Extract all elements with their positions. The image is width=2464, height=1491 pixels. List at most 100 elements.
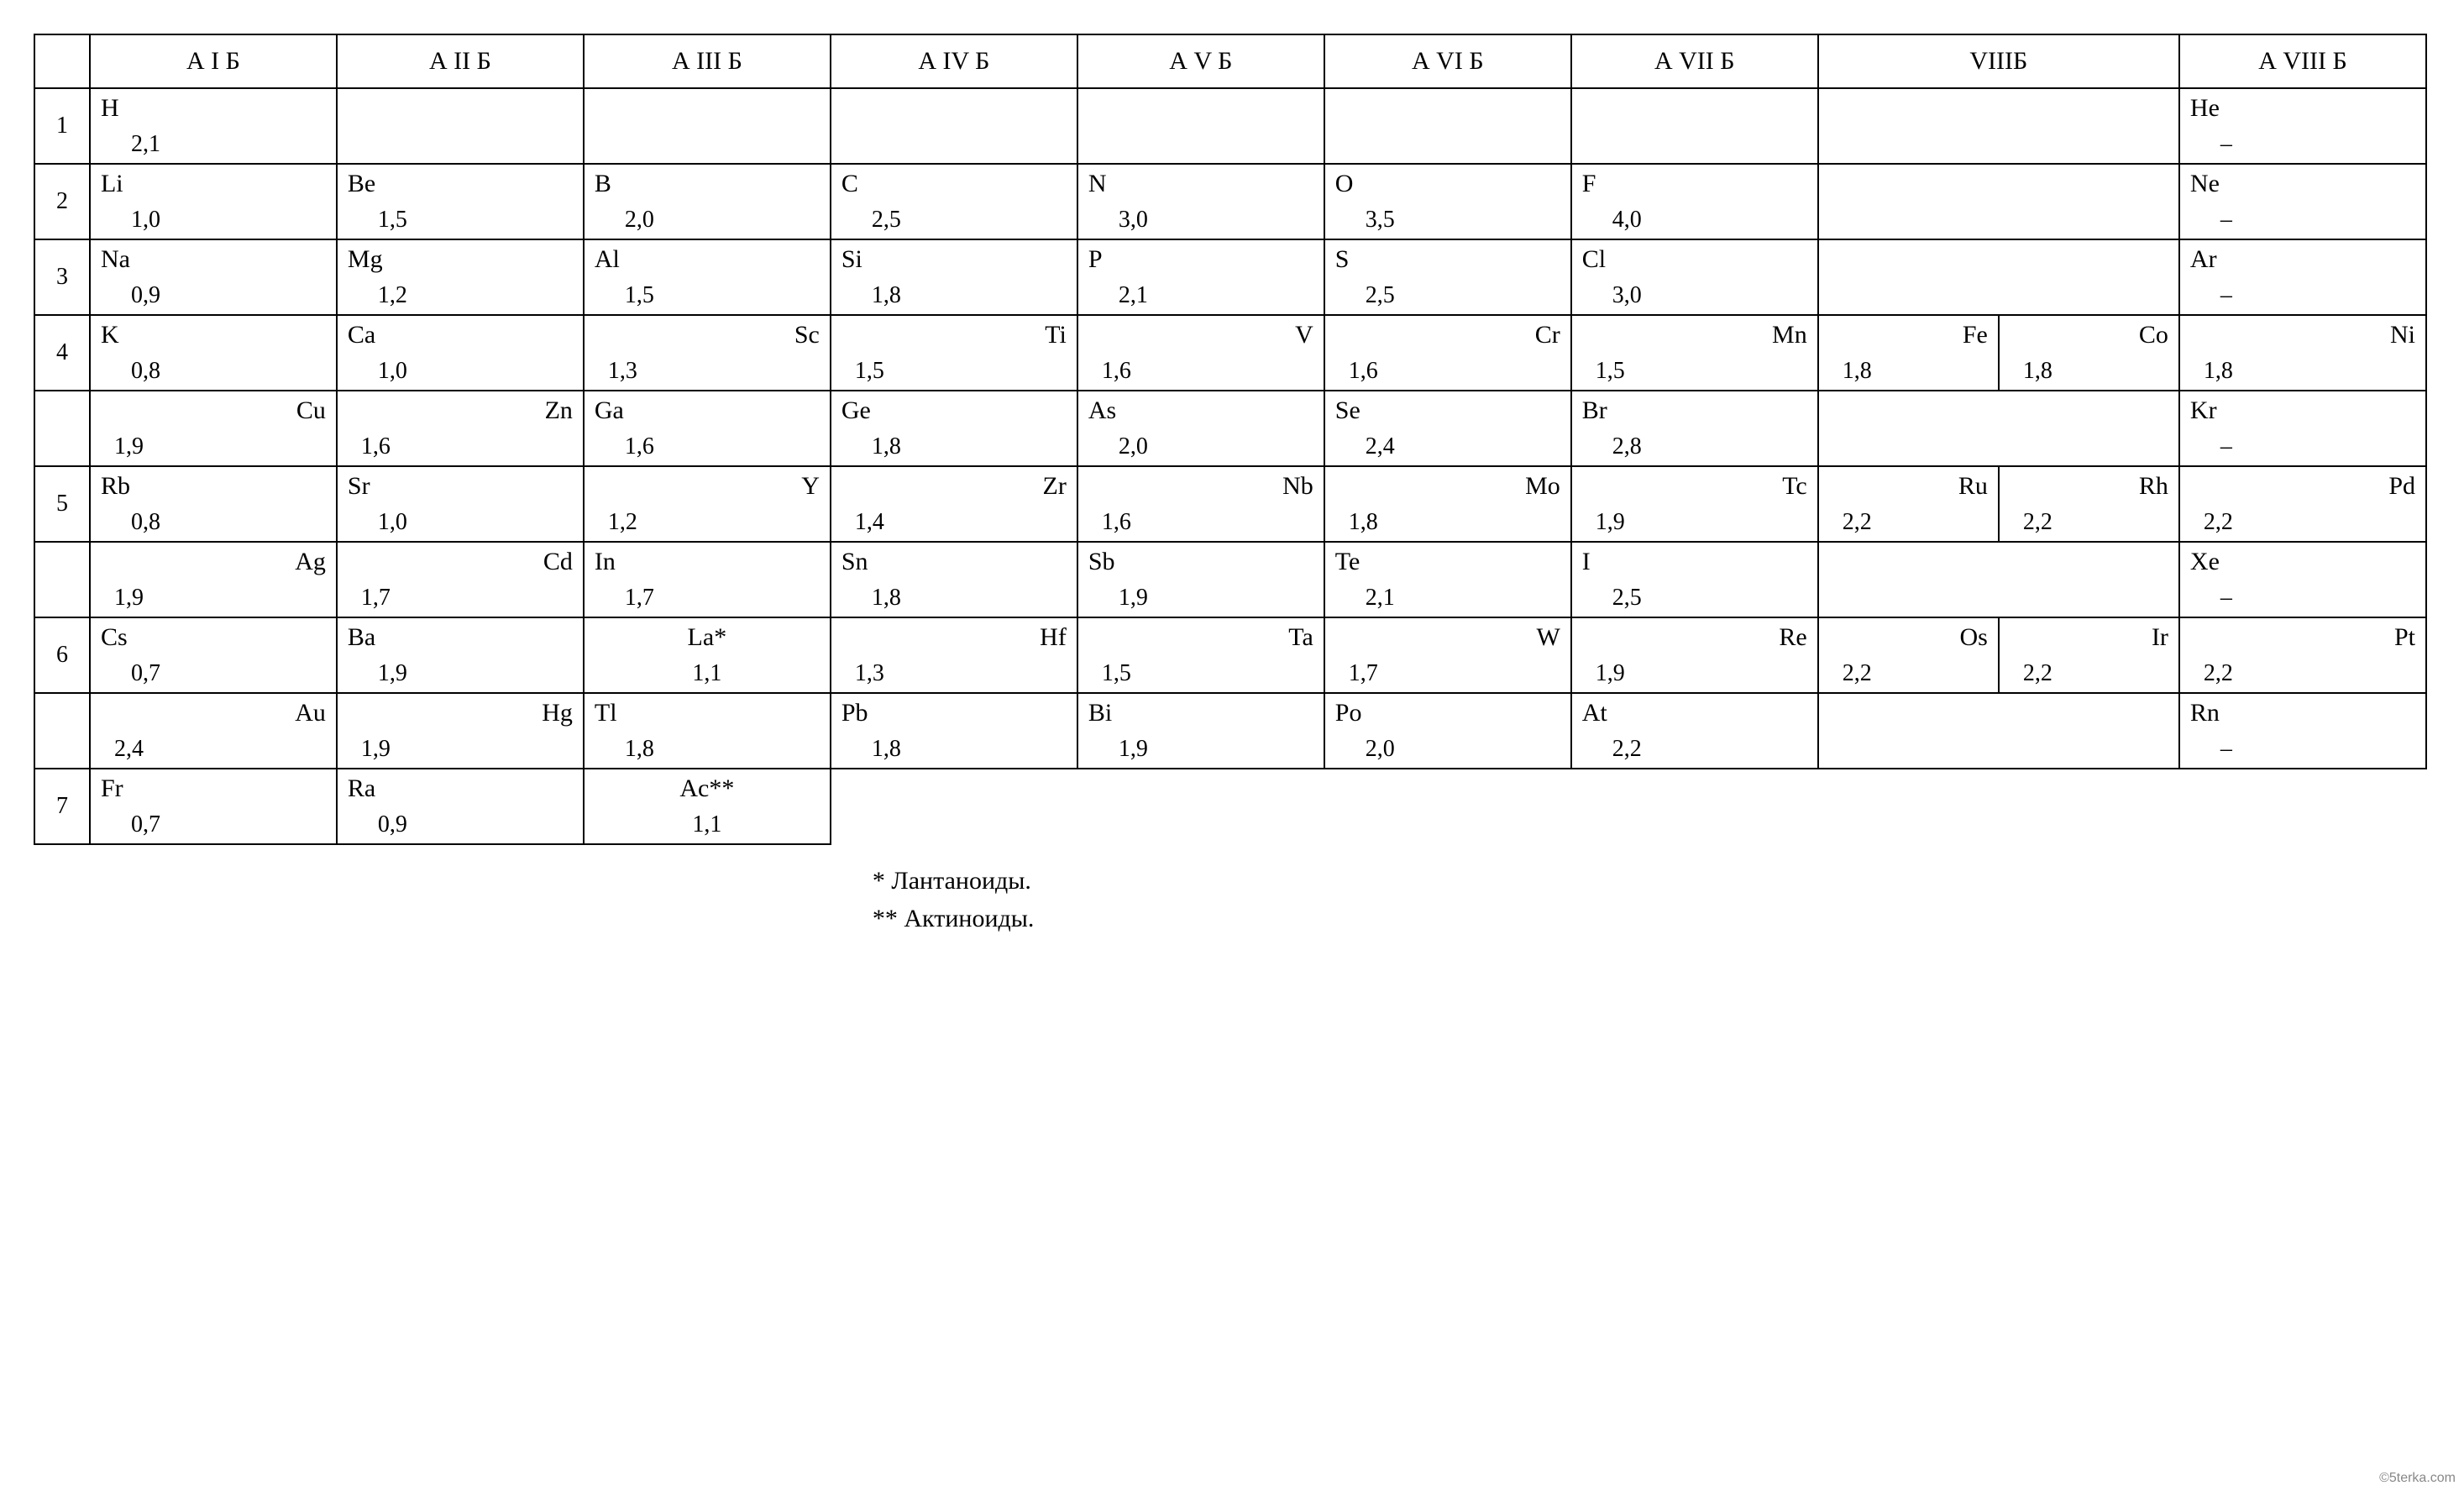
cell-empty xyxy=(1818,239,2179,315)
sym-Ca: Ca xyxy=(348,321,375,349)
val-Li: 1,0 xyxy=(131,207,160,234)
val-B: 2,0 xyxy=(625,207,654,234)
sym-I: I xyxy=(1582,548,1591,576)
sym-Ac: Ac** xyxy=(679,774,734,803)
val-Pd: 2,2 xyxy=(2204,509,2233,536)
cell-Rb: Rb0,8 xyxy=(90,466,337,542)
val-Na: 0,9 xyxy=(131,282,160,309)
sym-Cu: Cu xyxy=(296,396,326,425)
val-Tl: 1,8 xyxy=(625,736,654,763)
sym-Ti: Ti xyxy=(1045,321,1067,349)
val-Mo: 1,8 xyxy=(1349,509,1378,536)
sym-Ga: Ga xyxy=(595,396,624,425)
cell-Ca: Ca1,0 xyxy=(337,315,584,391)
footnote-actinides: ** Актиноиды. xyxy=(873,900,2430,937)
cell-Hf: Hf 1,3 xyxy=(831,617,1077,693)
cell-Mg: Mg 1,2 xyxy=(337,239,584,315)
cell-Po: Po2,0 xyxy=(1324,693,1571,769)
val-Nb: 1,6 xyxy=(1102,509,1131,536)
val-Hf: 1,3 xyxy=(855,660,884,687)
cell-Cs: Cs0,7 xyxy=(90,617,337,693)
sym-Cl: Cl xyxy=(1582,245,1606,274)
val-Ir: 2,2 xyxy=(2023,660,2052,687)
val-Ni: 1,8 xyxy=(2204,358,2233,385)
cell-Ra: Ra0,9 xyxy=(337,769,584,844)
cell-Sn: Sn1,8 xyxy=(831,542,1077,617)
sym-Pt: Pt xyxy=(2394,623,2415,652)
val-Au: 2,4 xyxy=(114,736,144,763)
row-p7: 7 Fr0,7 Ra0,9 Ac**1,1 xyxy=(34,769,2426,844)
val-Po: 2,0 xyxy=(1366,736,1395,763)
val-Pb: 1,8 xyxy=(872,736,901,763)
val-H: 2,1 xyxy=(131,131,160,158)
val-Cs: 0,7 xyxy=(131,660,160,687)
cell-Ag: Ag1,9 xyxy=(90,542,337,617)
sym-Fe: Fe xyxy=(1963,321,1988,349)
sym-C: C xyxy=(841,170,858,198)
val-Rh: 2,2 xyxy=(2023,509,2052,536)
val-Y: 1,2 xyxy=(608,509,637,536)
cell-Ti: Ti1,5 xyxy=(831,315,1077,391)
cell-Rn: Rn– xyxy=(2179,693,2426,769)
cell-Ba: Ba1,9 xyxy=(337,617,584,693)
val-P: 2,1 xyxy=(1119,282,1148,309)
val-Pt: 2,2 xyxy=(2204,660,2233,687)
val-Cu: 1,9 xyxy=(114,433,144,460)
sym-Ir: Ir xyxy=(2152,623,2168,652)
cell-Cl: Cl3,0 xyxy=(1571,239,1818,315)
header-g1: А I Б xyxy=(90,34,337,88)
sym-K: K xyxy=(101,321,119,349)
sym-Co: Co xyxy=(2139,321,2168,349)
val-W: 1,7 xyxy=(1349,660,1378,687)
cell-empty xyxy=(1324,88,1571,164)
val-Tc: 1,9 xyxy=(1596,509,1625,536)
footnote-lanthanides: * Лантаноиды. xyxy=(873,862,2430,900)
sym-Hf: Hf xyxy=(1040,623,1067,652)
sym-In: In xyxy=(595,548,616,576)
cell-K: K0,8 xyxy=(90,315,337,391)
sym-Rn: Rn xyxy=(2190,699,2220,727)
cell-Ge: Ge1,8 xyxy=(831,391,1077,466)
sym-Be: Be xyxy=(348,170,375,198)
sym-Sc: Sc xyxy=(794,321,820,349)
electronegativity-table: А I Б А II Б А III Б А IV Б А V Б А VI Б… xyxy=(34,34,2427,845)
credit-watermark: ©5terka.com xyxy=(2379,1471,2456,1486)
val-Ar: – xyxy=(2220,282,2232,309)
cell-Bi: Bi1,9 xyxy=(1077,693,1324,769)
val-Mg: 1,2 xyxy=(378,282,407,309)
sym-Ni: Ni xyxy=(2390,321,2415,349)
sym-Se: Se xyxy=(1335,396,1360,425)
val-Os: 2,2 xyxy=(1843,660,1872,687)
header-g8: А VIII Б xyxy=(2179,34,2426,88)
header-g5: А V Б xyxy=(1077,34,1324,88)
val-Al: 1,5 xyxy=(625,282,654,309)
val-Ru: 2,2 xyxy=(1843,509,1872,536)
cell-La: La* 1,1 xyxy=(584,617,831,693)
cell-Fe: Fe1,8 xyxy=(1818,315,1999,391)
cell-B: B 2,0 xyxy=(584,164,831,239)
cell-Kr: Kr– xyxy=(2179,391,2426,466)
sym-B: B xyxy=(595,170,611,198)
sym-Kr: Kr xyxy=(2190,396,2217,425)
val-Cl: 3,0 xyxy=(1612,282,1642,309)
sym-Ne: Ne xyxy=(2190,170,2220,198)
sym-Mn: Mn xyxy=(1772,321,1807,349)
cell-Zn: Zn1,6 xyxy=(337,391,584,466)
sym-Bi: Bi xyxy=(1088,699,1112,727)
cell-Rh: Rh2,2 xyxy=(1999,466,2179,542)
val-Ga: 1,6 xyxy=(625,433,654,460)
cell-O: O3,5 xyxy=(1324,164,1571,239)
val-Zr: 1,4 xyxy=(855,509,884,536)
sym-Re: Re xyxy=(1779,623,1806,652)
sym-At: At xyxy=(1582,699,1607,727)
cell-Fr: Fr0,7 xyxy=(90,769,337,844)
sym-Mg: Mg xyxy=(348,245,383,274)
cell-P: P2,1 xyxy=(1077,239,1324,315)
period-blank xyxy=(34,542,90,617)
sym-Sb: Sb xyxy=(1088,548,1115,576)
sym-Fr: Fr xyxy=(101,774,123,803)
val-Ge: 1,8 xyxy=(872,433,901,460)
val-La: 1,1 xyxy=(692,660,721,687)
sym-La: La* xyxy=(688,623,727,652)
val-Sb: 1,9 xyxy=(1119,585,1148,612)
